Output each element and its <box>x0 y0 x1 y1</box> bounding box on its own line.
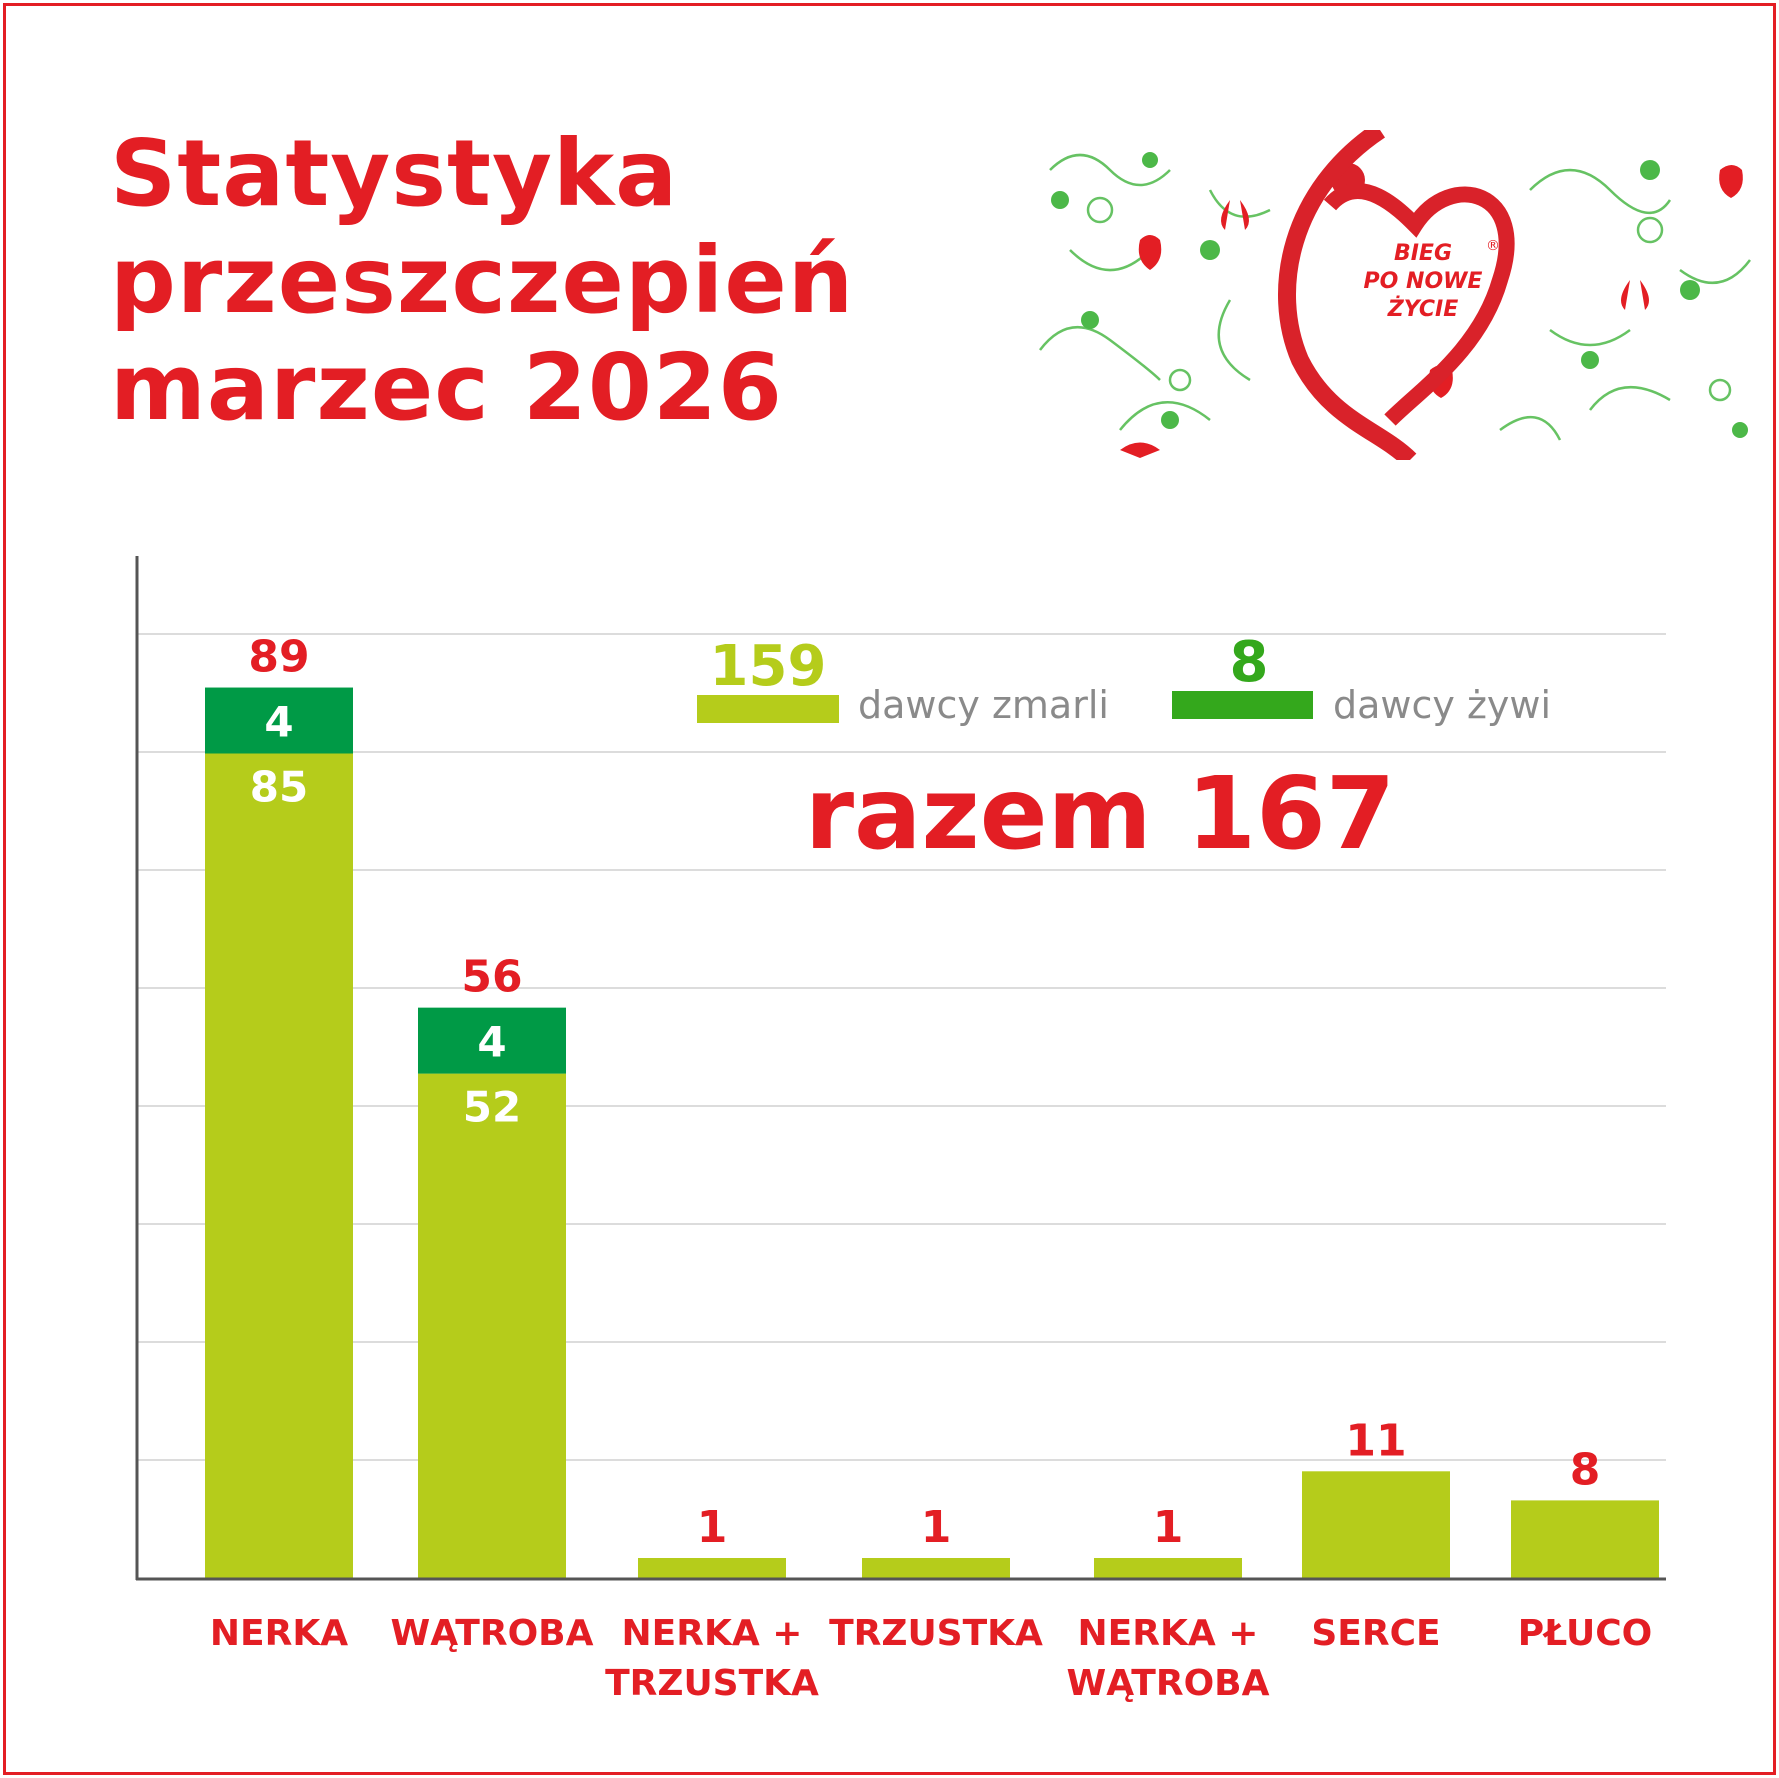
title-line-1: Statystyka <box>110 120 679 227</box>
data-label-living: 4 <box>477 1018 506 1067</box>
category-label: NERKA + <box>622 1613 803 1654</box>
legend-living-value: 8 <box>1230 630 1269 695</box>
bar-deceased <box>205 753 353 1578</box>
data-label-total: 8 <box>1570 1444 1601 1495</box>
data-label-deceased: 85 <box>250 763 308 812</box>
gridlines <box>138 633 1666 1461</box>
bieg-po-nowe-zycie-logo: BIEG PO NOWE ŻYCIE ® <box>1039 130 1751 460</box>
legend-deceased-label: dawcy zmarli <box>858 683 1109 727</box>
title-line-3: marzec 2026 <box>110 334 783 441</box>
registered-mark: ® <box>1486 238 1500 254</box>
data-label-total: 56 <box>461 952 522 1003</box>
category-label: NERKA + <box>1078 1613 1259 1654</box>
category-label: NERKA <box>210 1613 348 1654</box>
floral-pattern <box>1039 153 1751 441</box>
bar-deceased <box>1511 1500 1659 1578</box>
bar-deceased <box>418 1073 566 1578</box>
legend-swatch-deceased <box>697 695 839 723</box>
category-label: SERCE <box>1311 1613 1440 1654</box>
legend-deceased-value: 159 <box>710 634 827 699</box>
bar-deceased <box>862 1558 1010 1578</box>
legend-living-label: dawcy żywi <box>1333 683 1551 727</box>
bar-living <box>205 687 353 754</box>
legend: 159 dawcy zmarli 8 dawcy żywi <box>697 630 1551 727</box>
category-label: PŁUCO <box>1518 1613 1652 1654</box>
red-frame <box>3 3 1776 1775</box>
page-title: Statystyka przeszczepień marzec 2026 <box>110 120 854 441</box>
category-label: WĄTROBA <box>391 1613 594 1654</box>
total-label: razem 167 <box>805 755 1396 872</box>
bars: 85 4 89 NERKA 52 4 56 WĄTROBA 1 NERKA + TRZUSTKA 1 T… <box>205 632 1659 1704</box>
data-label-total: 1 <box>921 1502 952 1553</box>
data-label-total: 1 <box>697 1502 728 1553</box>
legend-swatch-living <box>1172 691 1313 719</box>
category-label: TRZUSTKA <box>605 1663 819 1704</box>
data-label-total: 1 <box>1153 1502 1184 1553</box>
data-label-deceased: 52 <box>463 1083 521 1132</box>
category-label: WĄTROBA <box>1067 1663 1270 1704</box>
bar-living <box>418 1007 566 1074</box>
heart-figure-icon: BIEG PO NOWE ŻYCIE ® <box>1278 130 1515 460</box>
bar-deceased <box>638 1558 786 1578</box>
bar-deceased <box>1094 1558 1242 1578</box>
logo-text-3: ŻYCIE <box>1387 296 1458 322</box>
title-line-2: przeszczepień <box>110 227 855 334</box>
data-label-living: 4 <box>264 698 293 747</box>
data-label-total: 11 <box>1345 1415 1406 1466</box>
category-label: TRZUSTKA <box>829 1613 1043 1654</box>
data-label-total: 89 <box>248 632 309 683</box>
logo-text-2: PO NOWE <box>1364 269 1483 294</box>
bar-deceased <box>1302 1471 1450 1578</box>
logo-text-1: BIEG <box>1394 241 1452 266</box>
